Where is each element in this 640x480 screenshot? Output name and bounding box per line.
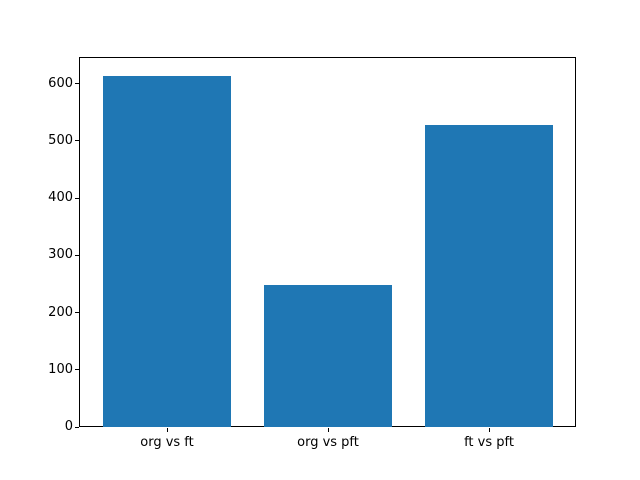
bar-org-vs-pft [263,285,393,427]
y-axis-tick [75,140,79,142]
x-axis-tick-label: org vs pft [297,435,359,450]
x-axis-tick [166,428,168,432]
y-axis-tick-label: 0 [64,419,73,434]
y-axis-tick [75,83,79,85]
y-axis-tick-label: 500 [48,132,73,148]
y-axis-tick-label: 400 [48,190,73,206]
y-axis-tick [75,254,79,256]
bars-layer [80,58,576,427]
bar-org-vs-ft [102,75,232,427]
x-axis-tick-label: org vs ft [140,435,194,450]
y-axis-tick [75,197,79,199]
y-axis-tick [75,369,79,371]
y-axis-tick-label: 200 [48,304,73,320]
x-axis-tick [327,428,329,432]
y-axis-tick [75,426,79,428]
bar-ft-vs-pft [424,125,554,427]
axis-layer: 0 100 200 300 400 500 600 org vs ft org vs pft ft… [48,58,576,450]
x-axis-tick [488,428,490,432]
y-axis-tick [75,312,79,313]
x-axis-tick-label: ft vs pft [464,435,514,450]
y-axis-tick-label: 100 [48,361,73,377]
y-axis-tick-label: 300 [48,247,73,263]
y-axis-tick-label: 600 [48,75,73,91]
